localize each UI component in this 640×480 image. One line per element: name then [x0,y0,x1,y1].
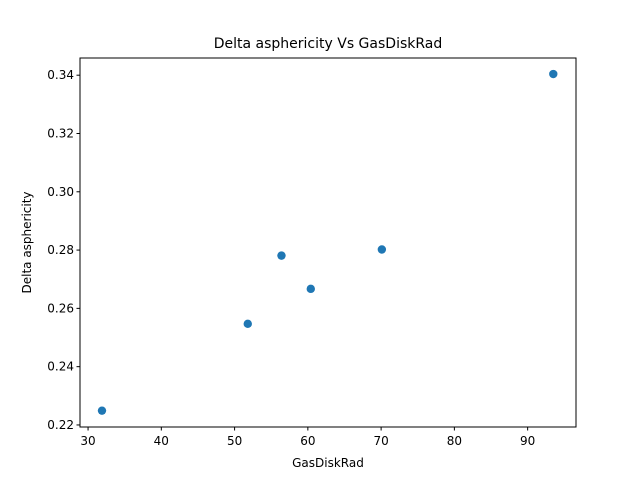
y-tick-label: 0.34 [47,68,74,82]
data-point [97,406,107,415]
chart-title: Delta asphericity Vs GasDiskRad [214,36,443,52]
y-tick-label: 0.24 [47,360,74,374]
data-point [243,319,252,329]
axis-ticks: 30 40 50 60 70 80 90 0.22 0.24 0.26 0.28 0.30 0.32 0.… [47,68,535,448]
data-points [97,69,558,415]
x-tick-label: 70 [373,434,388,448]
y-tick-label: 0.30 [47,185,74,199]
data-point [377,245,387,254]
plot-frame [79,57,577,428]
x-tick-label: 60 [300,434,315,448]
y-tick-label: 0.22 [47,418,74,432]
x-axis-label: GasDiskRad [292,456,364,470]
x-tick-label: 30 [80,434,95,448]
data-point [549,69,558,79]
data-point [277,251,286,260]
x-tick-label: 90 [520,434,535,448]
x-tick-label: 50 [227,434,242,448]
x-tick-label: 40 [154,434,169,448]
y-tick-label: 0.28 [47,243,74,257]
x-tick-label: 80 [447,434,462,448]
y-tick-label: 0.32 [47,126,74,140]
data-point [306,284,315,294]
y-tick-label: 0.26 [47,301,74,315]
y-axis-label: Delta asphericity [20,191,34,293]
